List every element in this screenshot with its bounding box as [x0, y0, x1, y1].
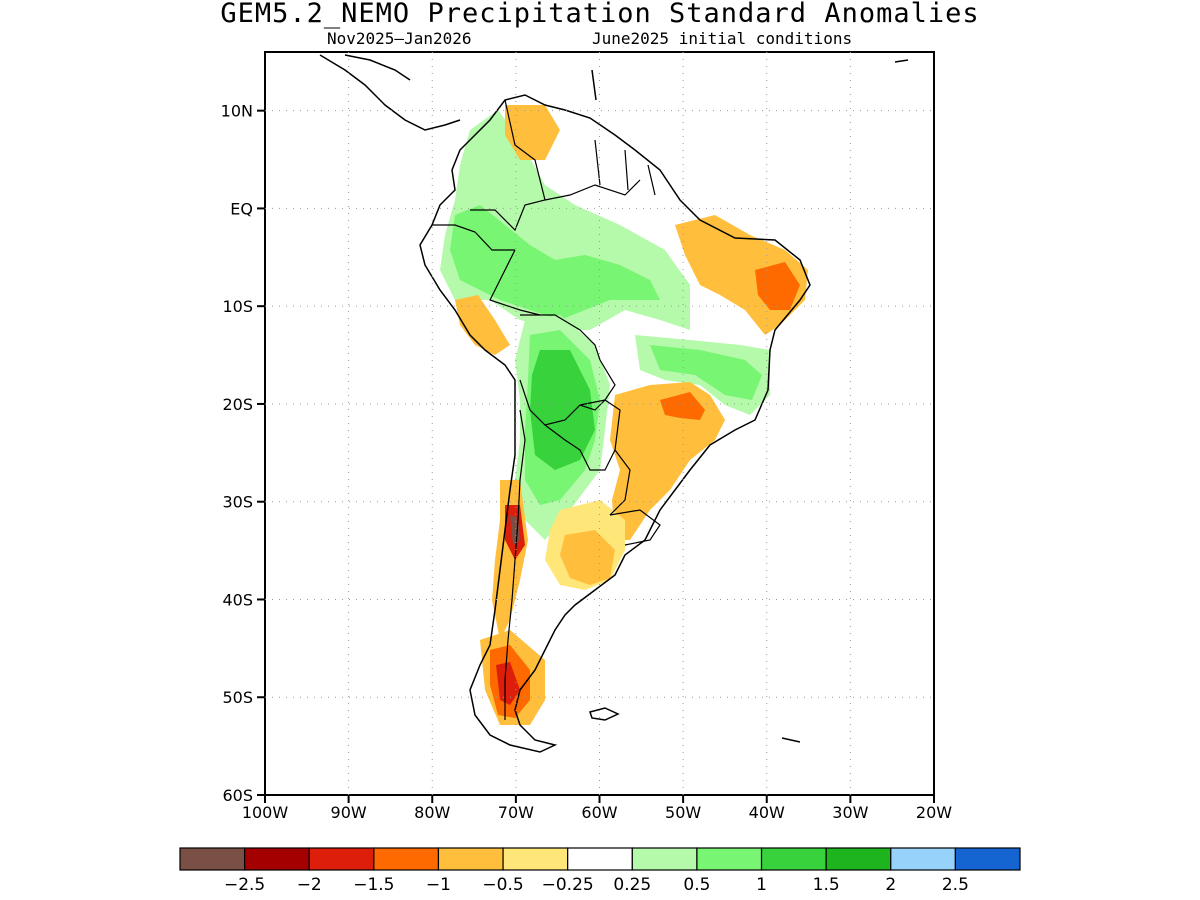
- color-legend: −2.5 −2 −1.5 −1 −0.5 −0.25 0.25 0.5 1 1.5 2 2.5: [179, 847, 1021, 895]
- legend-tick-label: −1.5: [353, 875, 394, 895]
- lon-tick-label: 80W: [414, 803, 450, 822]
- legend-swatch: [502, 847, 569, 871]
- legend-tick-label: −2: [297, 875, 322, 895]
- falkland-islands: [589, 707, 620, 721]
- legend-swatch: [696, 847, 763, 871]
- lon-tick-label: 40W: [749, 803, 785, 822]
- legend-swatch: [890, 847, 956, 871]
- legend-swatch: [437, 847, 504, 871]
- border-argentina-brazil: [609, 449, 631, 516]
- lon-tick-label: 100W: [242, 803, 289, 822]
- legend-tick-label: −1: [426, 875, 451, 895]
- country-borders: [432, 99, 661, 720]
- lon-tick-label: 20W: [916, 803, 952, 822]
- se-brazil-dry-mid: [660, 392, 705, 420]
- lat-tick-label: EQ: [230, 199, 253, 218]
- peru-coast-dry: [455, 295, 510, 355]
- lon-tick-label: 60W: [581, 803, 617, 822]
- south-georgia: [781, 737, 801, 743]
- legend-swatch: [308, 847, 375, 871]
- patagonia-dry-strong: [496, 662, 520, 705]
- border-chile-argentina: [504, 409, 526, 720]
- legend-swatch: [760, 847, 827, 871]
- central-brazil-wet-mid: [650, 345, 762, 400]
- lat-tick-label: 40S: [222, 590, 253, 609]
- border-guianas: [594, 139, 656, 196]
- border-peru-brazil: [489, 249, 541, 316]
- legend-swatch: [631, 847, 698, 871]
- lat-tick-label: 10S: [222, 297, 253, 316]
- legend-tick-label: 2: [885, 875, 896, 895]
- border-colombia-venezuela: [470, 99, 546, 232]
- lat-tick-label: 60S: [222, 786, 253, 805]
- se-brazil-dry-light: [610, 382, 725, 540]
- legend-tick-label: 2.5: [942, 875, 969, 895]
- border-ecuador-peru: [432, 224, 515, 251]
- legend-tick-label: −0.5: [482, 875, 523, 895]
- venezuela-dry: [505, 105, 560, 160]
- legend-tick-label: 0.25: [613, 875, 651, 895]
- anomaly-shading: [440, 105, 808, 725]
- south-america-coastline: [419, 94, 811, 753]
- central-america-coastline-north: [344, 54, 411, 81]
- lon-tick-label: 30W: [832, 803, 868, 822]
- lat-tick-label: 50S: [222, 688, 253, 707]
- legend-swatch: [179, 847, 246, 871]
- lon-tick-label: 90W: [331, 803, 367, 822]
- bolivia-wet-strong: [530, 350, 595, 470]
- lon-tick-label: 50W: [665, 803, 701, 822]
- lat-tick-label: 20S: [222, 395, 253, 414]
- legend-tick-label: 0.5: [683, 875, 710, 895]
- latitude-axis: 10N EQ 10S 20S 30S 40S 50S 60S: [221, 102, 265, 805]
- caribbean-islands: [591, 59, 909, 101]
- coastlines: [319, 54, 909, 753]
- pampas-dry-mid: [560, 530, 615, 585]
- legend-tick-label: −0.25: [542, 875, 594, 895]
- grid-lines: [265, 52, 934, 795]
- legend-swatch: [244, 847, 310, 871]
- amazon-wet-mid: [450, 205, 660, 320]
- longitude-axis: 100W 90W 80W 70W 60W 50W 40W 30W 20W: [242, 795, 952, 822]
- legend-swatch: [567, 847, 633, 871]
- legend-swatch: [825, 847, 892, 871]
- forecast-period: Nov2025–Jan2026: [327, 29, 472, 48]
- lon-tick-label: 70W: [498, 803, 534, 822]
- border-uruguay: [609, 509, 661, 546]
- legend-swatch: [954, 847, 1021, 871]
- central-america-coastline: [319, 54, 461, 131]
- border-paraguay: [544, 399, 621, 471]
- legend-tick-label: 1.5: [813, 875, 840, 895]
- border-venezuela-brazil: [544, 179, 641, 201]
- legend-tick-label: 1: [756, 875, 767, 895]
- figure-title: GEM5.2_NEMO Precipitation Standard Anoma…: [220, 0, 980, 29]
- lat-tick-label: 10N: [221, 102, 253, 121]
- initial-conditions: June2025 initial conditions: [592, 29, 853, 48]
- legend-swatch: [373, 847, 440, 871]
- lat-tick-label: 30S: [222, 493, 253, 512]
- legend-tick-label: −2.5: [224, 875, 265, 895]
